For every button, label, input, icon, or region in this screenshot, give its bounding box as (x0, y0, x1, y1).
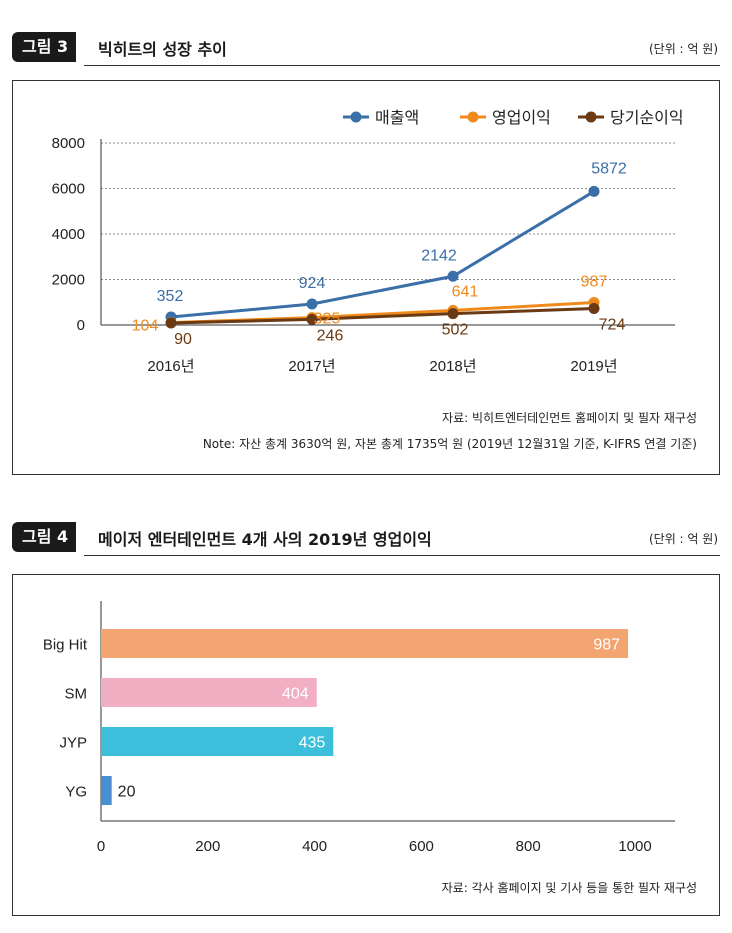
bar (101, 776, 112, 805)
series-line (170, 307, 595, 325)
figure-4-title: 메이저 엔터테인먼트 4개 사의 2019년 영업이익 (98, 530, 432, 549)
data-point (306, 298, 318, 310)
data-label: 90 (174, 331, 192, 348)
data-label: 435 (299, 735, 326, 752)
data-point (588, 303, 600, 315)
x-tick-label: 2018년 (429, 358, 476, 375)
data-label: 2142 (421, 247, 457, 264)
data-label: 246 (317, 327, 344, 344)
bar-chart-panel: 0 200 400 600 800 1000 Big Hit 987 SM 404 JYP 435 YG… (12, 574, 720, 916)
data-point (447, 270, 459, 282)
x-tick-label: 1000 (618, 838, 651, 855)
data-label: 325 (314, 311, 341, 328)
data-point (447, 308, 459, 320)
legend-label: 매출액 (375, 109, 419, 127)
x-tick-label: 800 (516, 838, 541, 855)
data-label: 104 (132, 318, 159, 335)
figure-3-header: 그림 3 빅히트의 성장 추이 (단위 : 억 원) (12, 32, 720, 66)
x-tick-label: 2017년 (288, 358, 335, 375)
figure-4-source: 자료: 각사 홈페이지 및 기사 등을 통한 필자 재구성 (441, 881, 697, 895)
y-tick-label: 0 (77, 317, 85, 334)
x-tick-label: 2016년 (147, 358, 194, 375)
legend-marker (585, 111, 597, 123)
y-tick-label: 6000 (52, 181, 85, 198)
figure-3-note: Note: 자산 총계 3630억 원, 자본 총계 1735억 원 (2019… (202, 437, 697, 451)
x-tick-label: 200 (195, 838, 220, 855)
figure-3-badge: 그림 3 (12, 32, 77, 62)
legend-marker (467, 111, 479, 123)
x-tick-label: 600 (409, 838, 434, 855)
y-tick-label: 2000 (52, 272, 85, 289)
figure-4-rule (84, 555, 720, 556)
data-label: 20 (118, 784, 136, 801)
legend-label: 영업이익 (492, 109, 551, 127)
figure-3-source: 자료: 빅히트엔터테인먼트 홈페이지 및 필자 재구성 (442, 411, 697, 425)
legend-label: 당기순이익 (610, 109, 684, 127)
data-point (306, 313, 318, 325)
figure-4-header: 그림 4 메이저 엔터테인먼트 4개 사의 2019년 영업이익 (단위 : 억… (12, 522, 720, 556)
bar-chart: 0 200 400 600 800 1000 Big Hit 987 SM 404 JYP 435 YG… (43, 601, 675, 855)
bar (101, 727, 334, 756)
figure-3-title: 빅히트의 성장 추이 (98, 40, 227, 59)
data-label: 987 (593, 637, 620, 654)
data-point (588, 185, 600, 197)
category-label: YG (65, 784, 87, 801)
bar (101, 678, 317, 707)
data-point (165, 317, 177, 329)
bar (101, 629, 629, 658)
x-tick-label: 2019년 (570, 358, 617, 375)
data-label: 5872 (591, 160, 627, 177)
y-tick-label: 4000 (52, 226, 85, 243)
data-label: 641 (452, 283, 479, 300)
figure-4-badge: 그림 4 (12, 522, 77, 552)
data-label: 724 (599, 317, 626, 334)
category-label: SM (65, 686, 88, 703)
line-chart: 0 2000 4000 6000 8000 2016년 2017년 2018년 2019년 매출액… (52, 109, 684, 375)
series-line (170, 190, 595, 319)
data-label: 404 (282, 686, 309, 703)
line-chart-panel: 0 2000 4000 6000 8000 2016년 2017년 2018년 2019년 매출액… (12, 80, 720, 475)
figure-3-unit: (단위 : 억 원) (648, 42, 718, 56)
data-label: 352 (157, 288, 184, 305)
figure-4-unit: (단위 : 억 원) (648, 532, 718, 546)
figure-3-rule (84, 65, 720, 66)
category-label: JYP (59, 735, 87, 752)
data-label: 987 (581, 274, 608, 291)
legend-marker (350, 111, 362, 123)
y-tick-label: 8000 (52, 135, 85, 152)
data-label: 502 (442, 322, 469, 339)
category-label: Big Hit (43, 637, 88, 654)
x-tick-label: 400 (302, 838, 327, 855)
x-tick-label: 0 (97, 838, 105, 855)
data-label: 924 (299, 275, 326, 292)
